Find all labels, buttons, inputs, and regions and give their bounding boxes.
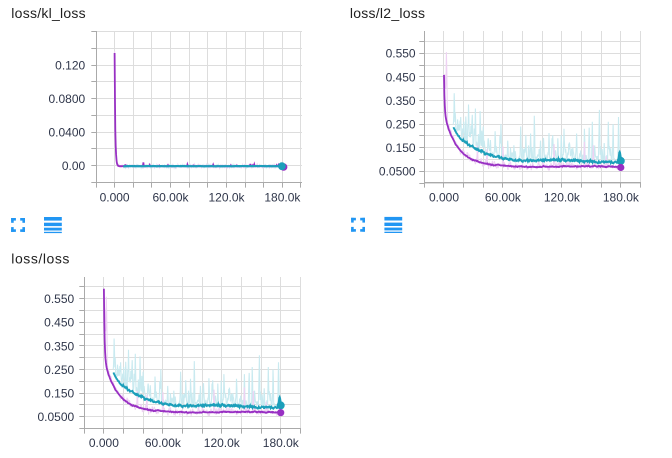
svg-text:0.450: 0.450 [386, 70, 416, 84]
svg-text:loss/l2_loss: loss/l2_loss [350, 5, 425, 21]
svg-text:120.0k: 120.0k [544, 191, 581, 205]
svg-text:0.0500: 0.0500 [37, 410, 74, 424]
svg-text:180.0k: 180.0k [603, 191, 640, 205]
svg-text:0.000: 0.000 [429, 191, 459, 205]
svg-text:0.550: 0.550 [44, 292, 74, 306]
svg-text:60.00k: 60.00k [152, 191, 189, 205]
svg-text:0.0800: 0.0800 [48, 92, 85, 106]
svg-text:180.0k: 180.0k [263, 436, 300, 450]
svg-text:0.0400: 0.0400 [48, 126, 85, 140]
svg-text:0.250: 0.250 [386, 118, 416, 132]
svg-text:0.150: 0.150 [44, 387, 74, 401]
svg-text:0.000: 0.000 [89, 436, 119, 450]
svg-text:60.00k: 60.00k [145, 436, 182, 450]
svg-text:0.450: 0.450 [44, 316, 74, 330]
svg-text:60.00k: 60.00k [485, 191, 522, 205]
svg-text:0.350: 0.350 [386, 94, 416, 108]
svg-text:180.0k: 180.0k [264, 191, 301, 205]
svg-text:0.00: 0.00 [62, 159, 86, 173]
svg-text:0.120: 0.120 [55, 59, 85, 73]
svg-text:loss/kl_loss: loss/kl_loss [11, 5, 86, 21]
svg-text:120.0k: 120.0k [204, 436, 241, 450]
svg-text:120.0k: 120.0k [208, 191, 245, 205]
svg-text:0.0500: 0.0500 [379, 165, 416, 179]
svg-text:0.250: 0.250 [44, 363, 74, 377]
svg-text:0.150: 0.150 [386, 141, 416, 155]
svg-text:0.000: 0.000 [100, 191, 130, 205]
svg-text:0.550: 0.550 [386, 47, 416, 61]
svg-text:0.350: 0.350 [44, 339, 74, 353]
svg-text:loss/loss: loss/loss [11, 251, 70, 267]
